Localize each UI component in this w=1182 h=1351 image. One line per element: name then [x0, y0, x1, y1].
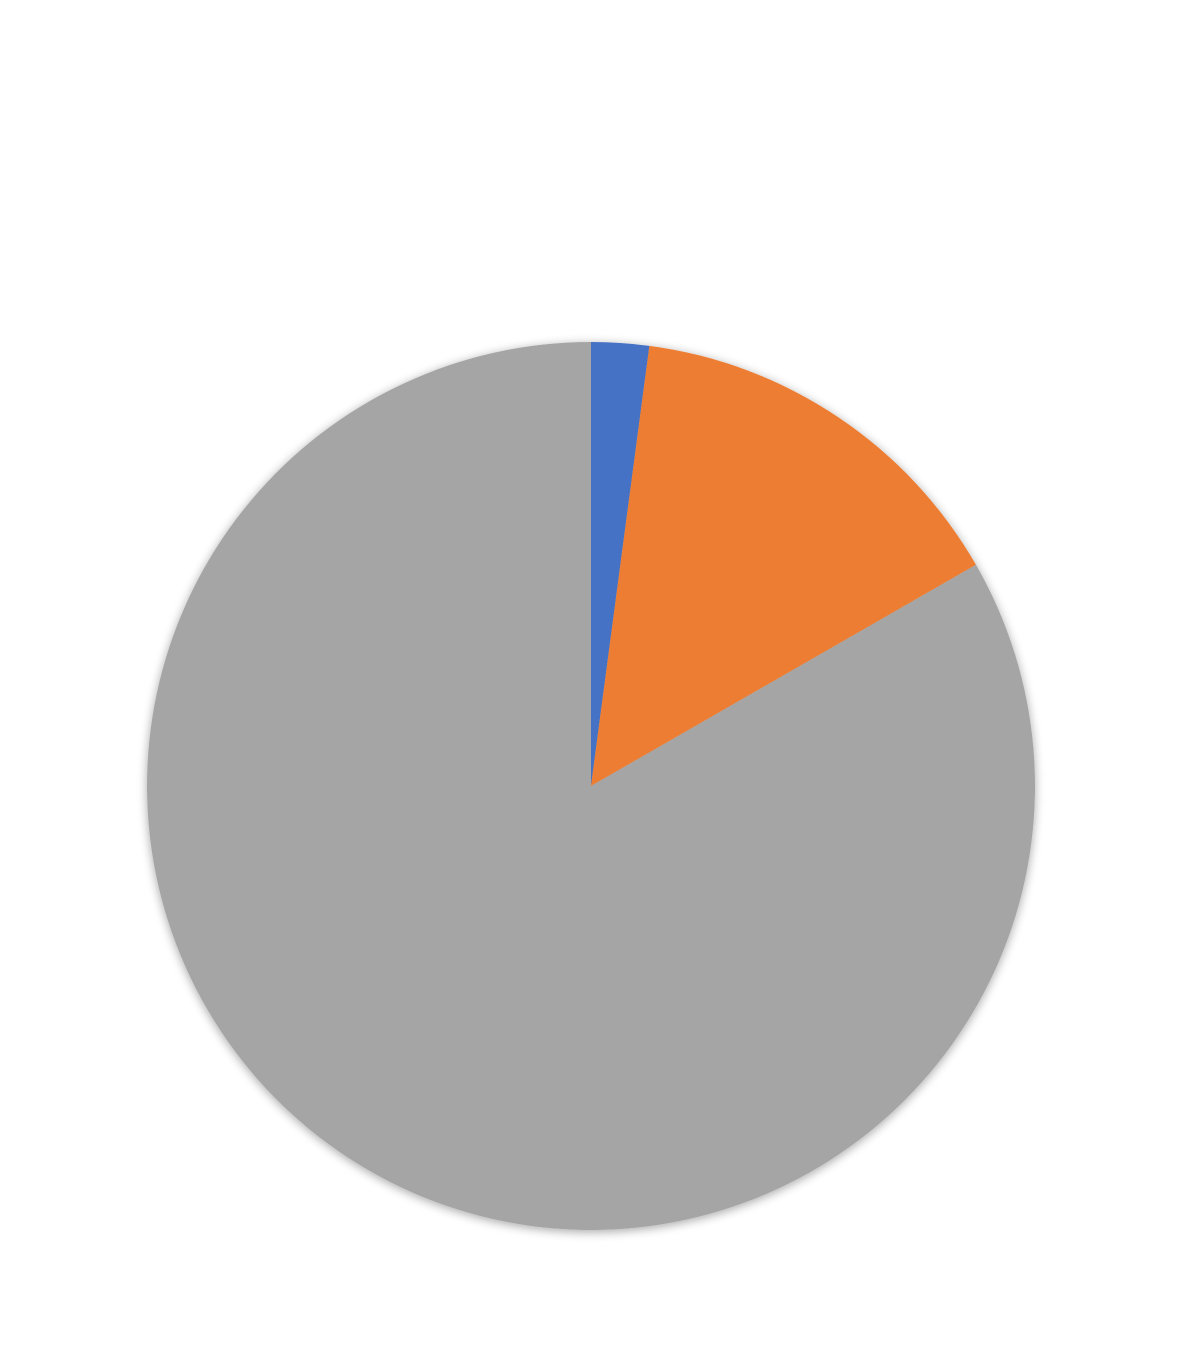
pie-slice-blue	[591, 342, 650, 786]
pie-slices	[146, 342, 1035, 1230]
pie-slice-gray	[146, 342, 1035, 1230]
pie-slice-orange	[591, 345, 976, 786]
